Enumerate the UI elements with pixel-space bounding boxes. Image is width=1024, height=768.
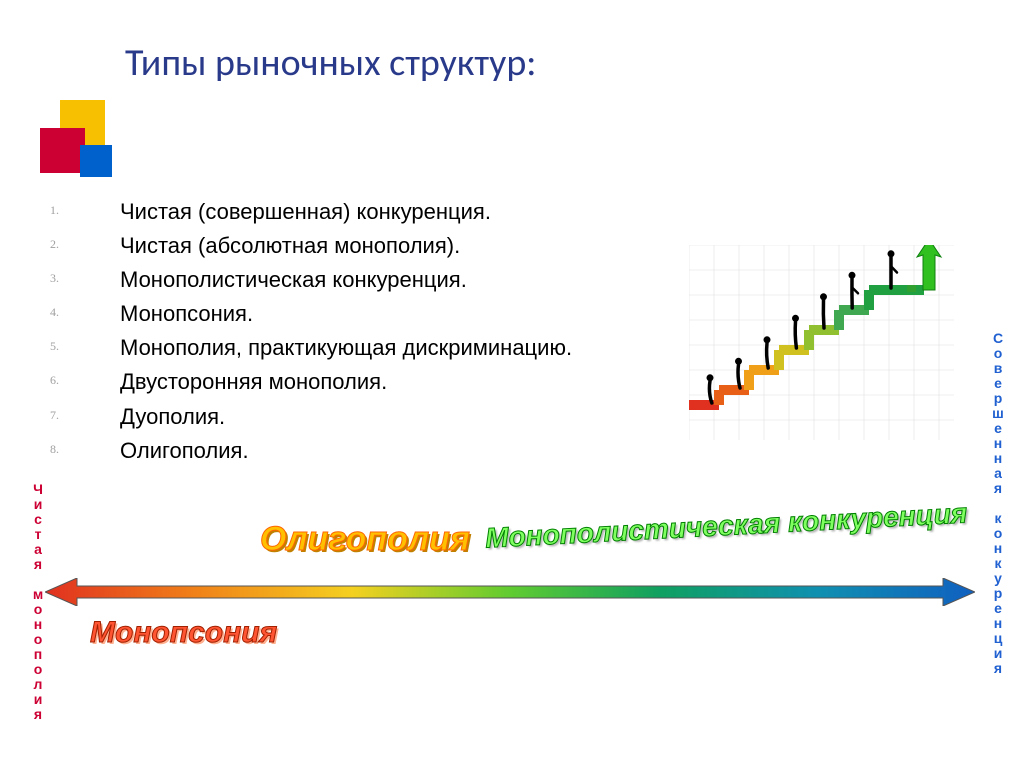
wordart-pure-monopoly: Чистая монополия — [30, 481, 46, 721]
list-item: Монополия, практикующая дискриминацию. — [50, 331, 670, 365]
list-item: Двусторонняя монополия. — [50, 365, 670, 399]
list-item: Чистая (совершенная) конкуренция. — [50, 195, 670, 229]
wordart-monopolistic: Монополистическая конкуренция — [484, 497, 968, 554]
list-item: Дуополия. — [50, 400, 670, 434]
square-blue — [80, 145, 112, 177]
square-red — [40, 128, 85, 173]
wordart-perfect-competition: Совершенная конкуренция — [990, 330, 1006, 675]
slide-title: Типы рыночных структур: — [125, 40, 536, 86]
decorative-squares — [40, 100, 110, 190]
spectrum-arrow — [45, 578, 975, 606]
list-item: Олигополия. — [50, 434, 670, 468]
list-item: Монополистическая конкуренция. — [50, 263, 670, 297]
wordart-monopsony: Монопсония — [90, 616, 277, 650]
wordart-oligopoly: Олигополия — [260, 520, 470, 559]
market-structures-list: Чистая (совершенная) конкуренция. Чистая… — [50, 195, 670, 468]
evolution-staircase — [689, 245, 954, 440]
list-item: Монопсония. — [50, 297, 670, 331]
list-item: Чистая (абсолютная монополия). — [50, 229, 670, 263]
